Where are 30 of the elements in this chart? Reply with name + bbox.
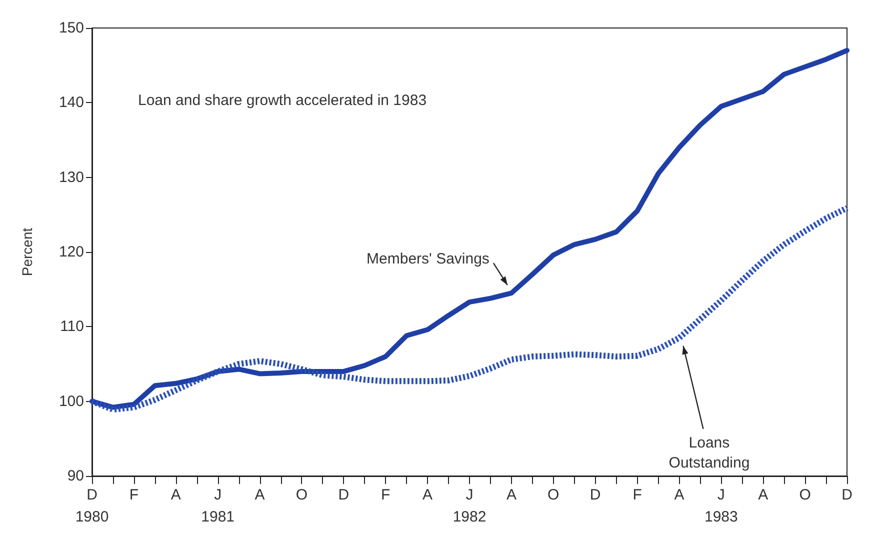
text: Loans Outstanding (668, 434, 750, 472)
y-tick-label: 140 (58, 94, 84, 112)
y-tick-label: 150 (58, 20, 84, 36)
x-tick-label: F (632, 486, 642, 504)
x-tick-label: A (254, 486, 265, 504)
x-tick-label: A (674, 486, 684, 504)
x-tick-label: F (381, 486, 390, 504)
y-tick-label: 100 (58, 392, 84, 410)
x-tick-label: A (170, 486, 181, 504)
y-tick-label: 90 (67, 468, 84, 484)
x-tick-label: O (296, 486, 308, 504)
x-tick-label: D (338, 486, 350, 504)
x-tick-label: F (129, 486, 139, 504)
x-tick-label: O (799, 486, 811, 504)
x-tick-label: O (548, 486, 560, 504)
x-tick-label: A (422, 486, 433, 504)
x-tick-label: A (506, 486, 516, 504)
x-tick-label: D 1980 (75, 486, 109, 526)
y-tick-label: 130 (58, 168, 84, 186)
annotation: Loan and share growth accelerated in 1983 (138, 92, 427, 109)
y-axis-title: Percent (19, 228, 35, 276)
x-tick-label: J 1982 (452, 486, 486, 526)
x-tick-label: D (842, 486, 853, 504)
x-tick-label: A (758, 486, 768, 504)
text: Members' Savings (366, 250, 490, 268)
x-tick-label: D (590, 486, 601, 504)
y-tick-label: 110 (60, 318, 84, 336)
y-tick-label: 120 (58, 244, 84, 260)
x-tick-label: J 1981 (201, 486, 235, 526)
x-tick-label: J 1983 (704, 486, 738, 526)
